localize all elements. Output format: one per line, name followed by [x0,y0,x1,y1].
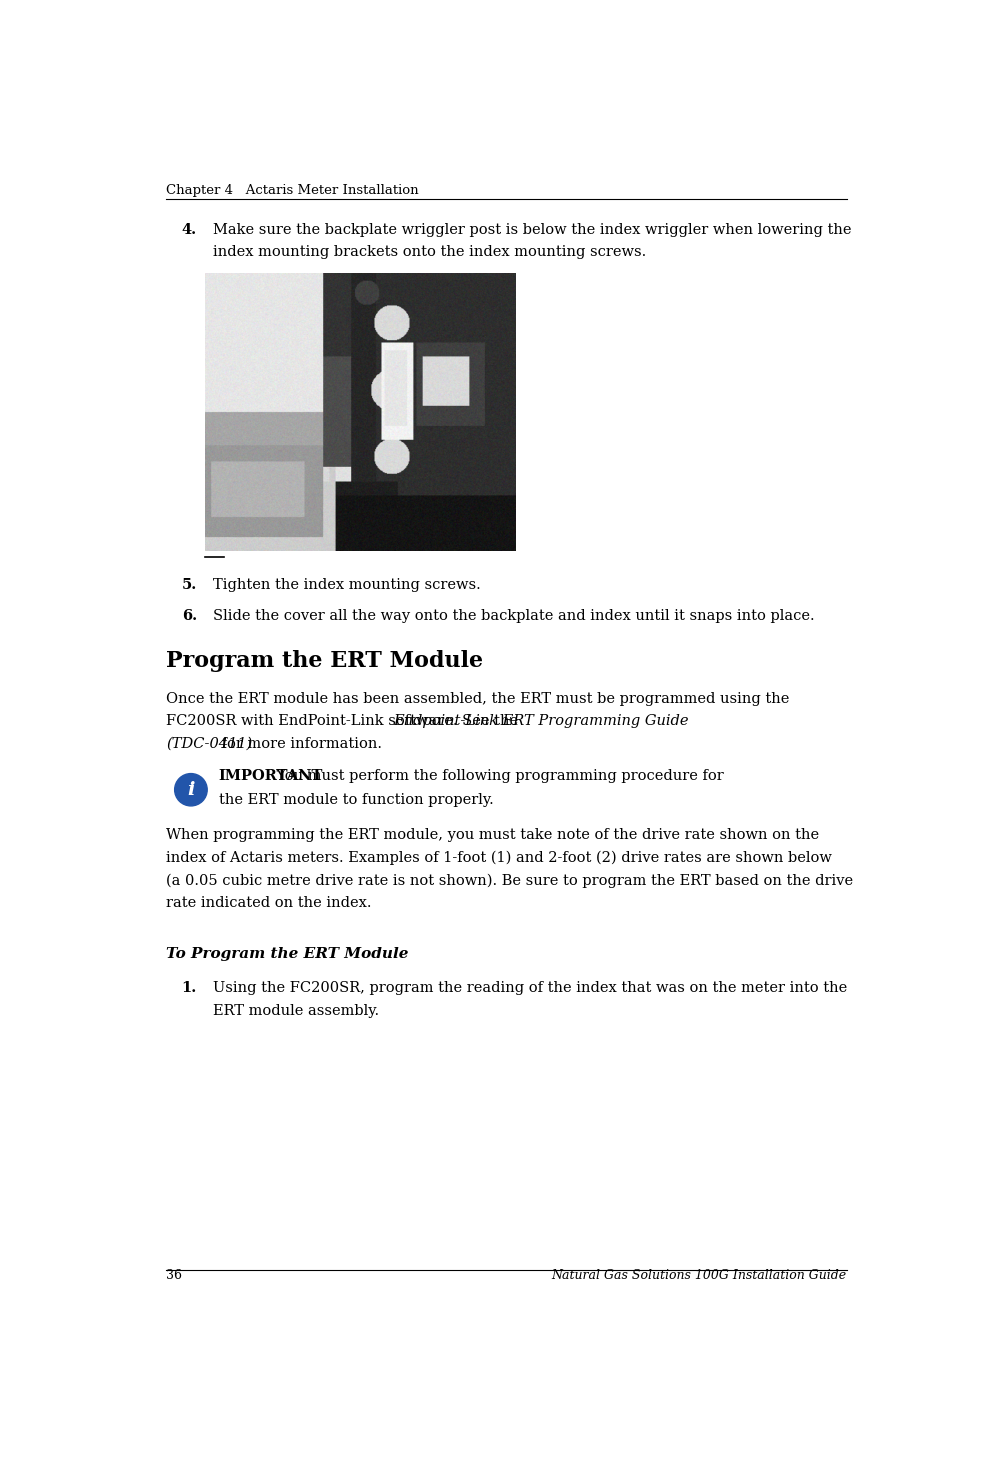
Text: 5.: 5. [182,578,197,593]
Text: 4.: 4. [182,223,197,237]
Text: (a 0.05 cubic metre drive rate is not shown). Be sure to program the ERT based o: (a 0.05 cubic metre drive rate is not sh… [166,873,854,888]
Text: Tighten the index mounting screws.: Tighten the index mounting screws. [212,578,480,593]
Circle shape [175,774,207,806]
Text: rate indicated on the index.: rate indicated on the index. [166,896,371,910]
Text: Slide the cover all the way onto the backplate and index until it snaps into pla: Slide the cover all the way onto the bac… [212,609,814,622]
Text: Endpoint-Link ERT Programming Guide: Endpoint-Link ERT Programming Guide [393,714,689,729]
Text: When programming the ERT module, you must take note of the drive rate shown on t: When programming the ERT module, you mus… [166,828,819,842]
Text: 36: 36 [166,1269,182,1282]
Text: You must perform the following programming procedure for: You must perform the following programmi… [268,769,724,783]
Text: Program the ERT Module: Program the ERT Module [166,650,483,672]
Text: 1.: 1. [182,981,197,996]
Text: Make sure the backplate wriggler post is below the index wriggler when lowering : Make sure the backplate wriggler post is… [212,223,851,237]
Text: IMPORTANT: IMPORTANT [218,769,323,783]
Text: ERT module assembly.: ERT module assembly. [212,1004,378,1018]
Text: FC200SR with EndPoint-Link software. See the: FC200SR with EndPoint-Link software. See… [166,714,523,729]
Text: Using the FC200SR, program the reading of the index that was on the meter into t: Using the FC200SR, program the reading o… [212,981,847,996]
Text: Chapter 4   Actaris Meter Installation: Chapter 4 Actaris Meter Installation [166,184,419,197]
Text: index mounting brackets onto the index mounting screws.: index mounting brackets onto the index m… [212,245,646,260]
Text: Once the ERT module has been assembled, the ERT must be programmed using the: Once the ERT module has been assembled, … [166,692,789,705]
Text: index of Actaris meters. Examples of 1-foot (1) and 2-foot (2) drive rates are s: index of Actaris meters. Examples of 1-f… [166,851,832,866]
Text: To Program the ERT Module: To Program the ERT Module [166,948,409,961]
Text: 6.: 6. [182,609,197,622]
Text: (TDC-0411): (TDC-0411) [166,737,252,750]
Text: for more information.: for more information. [216,737,381,750]
Text: Natural Gas Solutions 100G Installation Guide: Natural Gas Solutions 100G Installation … [551,1269,847,1282]
Text: the ERT module to function properly.: the ERT module to function properly. [218,793,494,806]
Text: i: i [188,781,195,799]
